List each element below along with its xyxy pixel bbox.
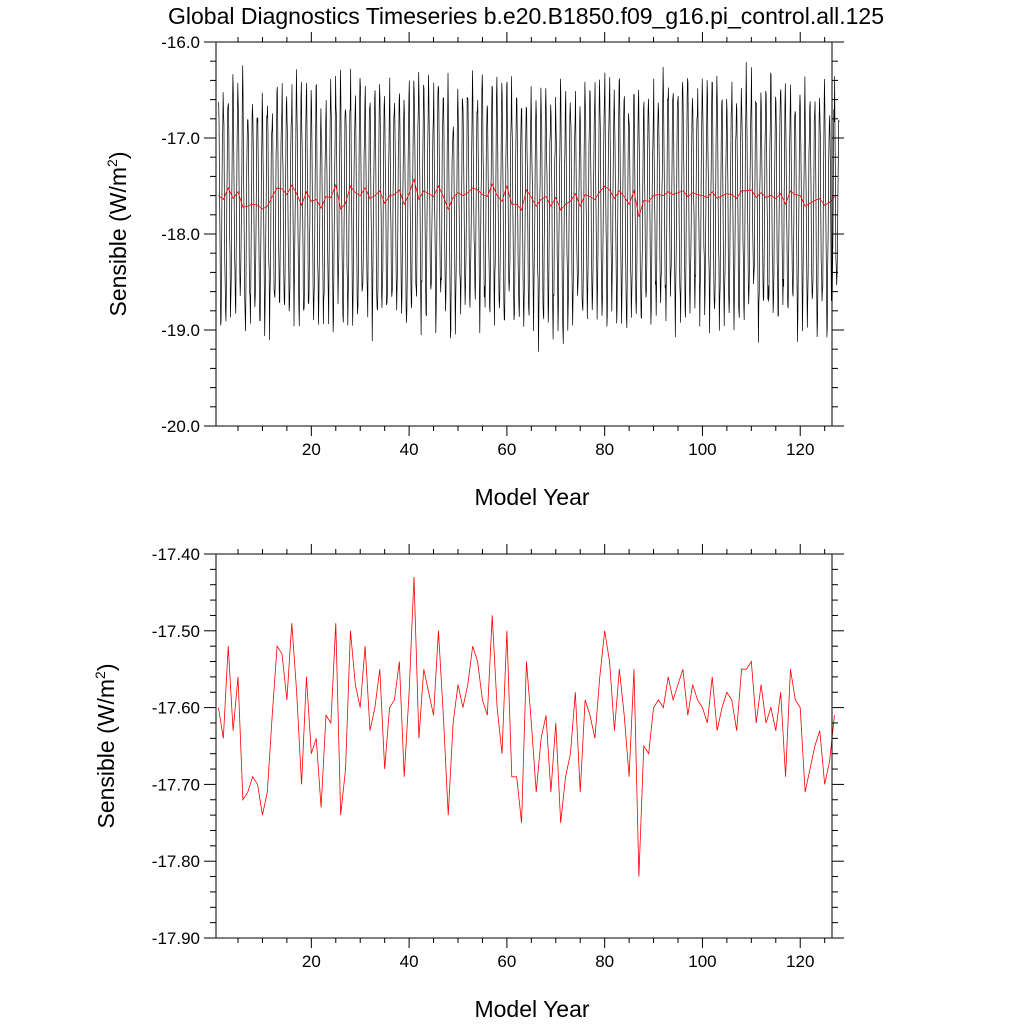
x-tick-label: 40 — [400, 440, 419, 459]
x-axis-label: Model Year — [474, 996, 589, 1022]
y-tick-label: -17.0 — [161, 129, 200, 148]
figure-title: Global Diagnostics Timeseries b.e20.B185… — [168, 3, 884, 29]
plot-frame — [215, 553, 833, 939]
x-tick-label: 120 — [786, 440, 814, 459]
y-tick-label: -17.60 — [152, 699, 200, 718]
y-axis-label: Sensible (W/m2) — [92, 663, 119, 828]
monthly-series-line — [218, 62, 840, 352]
x-tick-label: 20 — [302, 440, 321, 459]
y-tick-label: -16.0 — [161, 33, 200, 52]
y-axis-label: Sensible (W/m2) — [104, 151, 131, 316]
y-tick-label: -17.40 — [152, 545, 200, 564]
y-tick-label: -17.80 — [152, 852, 200, 871]
y-tick-label: -18.0 — [161, 225, 200, 244]
bottom-panel: 20 40 60 80 100 120 -17.90 -17.80 -17.70 -17.60 -1… — [92, 544, 844, 1022]
y-tick-label: -19.0 — [161, 321, 200, 340]
x-tick-label: 40 — [400, 952, 419, 971]
x-tick-label: 60 — [497, 952, 516, 971]
x-tick-label: 100 — [688, 440, 716, 459]
x-tick-label: 80 — [595, 440, 614, 459]
annual-series-line — [218, 577, 835, 877]
y-tick-label: -17.70 — [152, 775, 200, 794]
x-tick-label: 60 — [497, 440, 516, 459]
x-tick-label: 20 — [302, 952, 321, 971]
x-tick-label: 80 — [595, 952, 614, 971]
y-tick-label: -20.0 — [161, 417, 200, 436]
y-tick-label: -17.50 — [152, 622, 200, 641]
y-tick-label: -17.90 — [152, 929, 200, 948]
x-tick-label: 100 — [688, 952, 716, 971]
x-tick-label: 120 — [786, 952, 814, 971]
x-axis-label: Model Year — [474, 484, 589, 510]
annual-series-line — [218, 177, 835, 217]
top-panel: 20 40 60 80 100 120 -20.0 -19.0 -18.0 -17.0 -16.0 M… — [104, 32, 844, 510]
